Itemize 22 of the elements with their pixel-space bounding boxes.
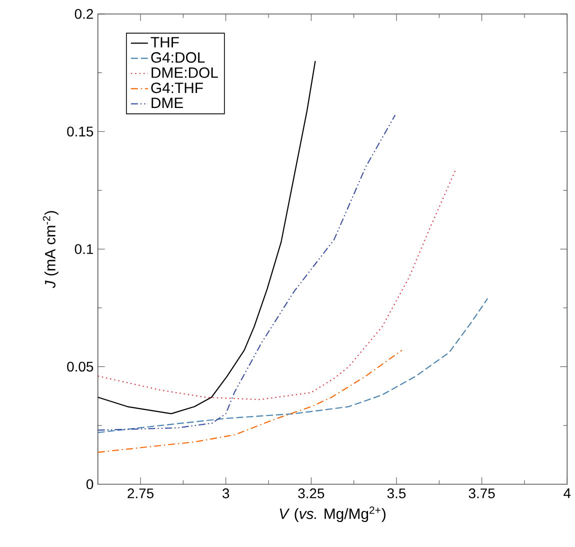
y-tick-label: 0.05 [67, 362, 94, 372]
legend-label: DME:DOL [152, 67, 218, 78]
legend-label: THF [150, 37, 179, 48]
y-axis-title: J (mA cm$^{-2}$) [42, 211, 58, 288]
y-tick-label: 0.2 [74, 8, 93, 19]
x-tick-label: 2.75 [128, 488, 154, 498]
line-series [98, 350, 403, 453]
x-tick-label: 3.5 [387, 488, 406, 498]
x-axis-title: V (vs. Mg/Mg$^{2+}$) [280, 506, 386, 522]
y-tick-label: 0.15 [67, 126, 94, 136]
x-tick-label: 3 [222, 488, 230, 498]
x-tick-label: 4 [564, 488, 571, 498]
line-series [98, 168, 456, 400]
legend-label: DME [152, 98, 183, 108]
line-series [98, 298, 488, 433]
y-tick-label: 0.1 [74, 244, 94, 254]
y-tick-label: 0 [86, 479, 94, 490]
line-series [98, 114, 396, 431]
legend-label: G4:DOL [151, 52, 205, 63]
legend-label: G4:THF [151, 82, 203, 94]
x-tick-label: 3.75 [468, 488, 495, 498]
x-tick-label: 3.25 [298, 488, 324, 498]
